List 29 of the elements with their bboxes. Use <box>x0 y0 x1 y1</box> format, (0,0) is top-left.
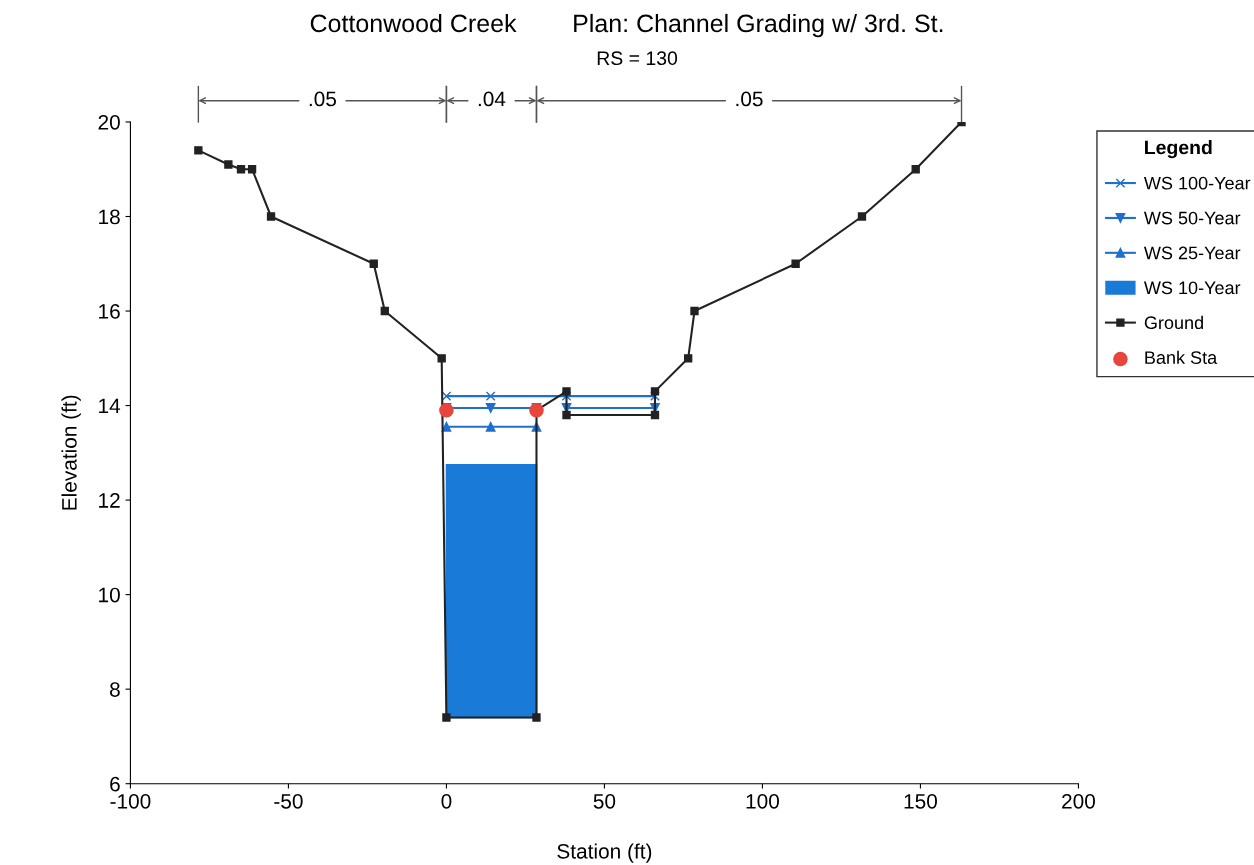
chart-title: Cottonwood Creek Plan: Channel Grading w/ 3rd. St. <box>310 13 943 38</box>
legend-label: WS 50-Year <box>1143 211 1241 225</box>
y-tick-label: 8 <box>110 682 120 697</box>
y-tick-label: 14 <box>99 398 121 414</box>
chart-subtitle: RS = 130 <box>597 51 678 66</box>
y-tick-label: 12 <box>99 493 120 508</box>
y-tick-label: 20 <box>98 114 120 130</box>
y-tick-label: 10 <box>99 587 120 603</box>
x-tick-label: 100 <box>746 793 779 809</box>
legend-label: Ground <box>1144 315 1203 330</box>
legend-label: WS 10-Year <box>1143 281 1241 295</box>
y-tick-label: 16 <box>99 304 120 319</box>
text: .04 <box>478 91 506 107</box>
legend-label: WS 100-Year <box>1143 176 1251 190</box>
x-tick-label: 50 <box>593 793 616 809</box>
x-tick-label: -50 <box>274 793 303 809</box>
x-axis-title: Station (ft) <box>557 843 652 863</box>
text: .05 <box>309 91 336 107</box>
legend-title: Legend <box>1145 140 1212 159</box>
y-tick-label: 18 <box>99 209 120 225</box>
x-tick-label: 200 <box>1062 793 1096 809</box>
legend-label: Bank Sta <box>1145 350 1218 364</box>
y-axis-title: Elevation (ft) <box>61 395 81 510</box>
text: .05 <box>736 91 763 107</box>
legend-label: WS 25-Year <box>1143 246 1241 260</box>
x-tick-label: -100 <box>110 793 151 809</box>
x-tick-label: 150 <box>904 793 937 809</box>
y-tick-label: 6 <box>110 776 120 792</box>
x-tick-label: 0 <box>441 793 452 809</box>
